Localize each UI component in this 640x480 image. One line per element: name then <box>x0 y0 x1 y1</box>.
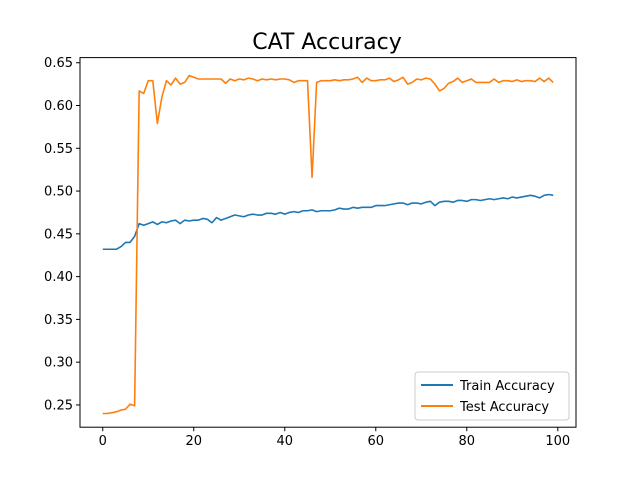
y-tick-label: 0.45 <box>44 227 73 242</box>
y-tick-label: 0.60 <box>44 99 73 114</box>
series-layer <box>102 74 554 415</box>
x-tick-label: 80 <box>459 434 476 449</box>
series-line-train-accuracy <box>102 193 554 251</box>
plot-area <box>79 57 577 428</box>
y-tick-label: 0.55 <box>44 142 73 157</box>
y-tick-label: 0.50 <box>44 185 73 200</box>
legend-box <box>414 371 570 421</box>
legend: Train Accuracy Test Accuracy <box>414 371 570 421</box>
x-tick-label: 20 <box>185 434 202 449</box>
x-axis: 0 20 40 60 80 100 <box>99 427 570 449</box>
y-tick-label: 0.35 <box>44 313 73 328</box>
x-tick-label: 60 <box>368 434 385 449</box>
series-line-test-accuracy <box>102 74 554 415</box>
y-tick-label: 0.40 <box>44 270 73 285</box>
y-tick-label: 0.65 <box>44 56 73 71</box>
x-tick-label: 0 <box>99 434 107 449</box>
y-tick-label: 0.30 <box>44 356 73 371</box>
x-tick-label: 100 <box>545 434 570 449</box>
legend-label-test: Test Accuracy <box>459 400 549 415</box>
x-tick-label: 40 <box>276 434 293 449</box>
y-tick-label: 0.25 <box>44 398 73 413</box>
legend-label-train: Train Accuracy <box>459 379 555 394</box>
y-axis: 0.25 0.30 0.35 0.40 0.45 0.50 0.55 0.60 0.65 <box>44 56 80 413</box>
axes-frame <box>79 57 577 428</box>
chart-title: CAT Accuracy <box>252 30 402 55</box>
